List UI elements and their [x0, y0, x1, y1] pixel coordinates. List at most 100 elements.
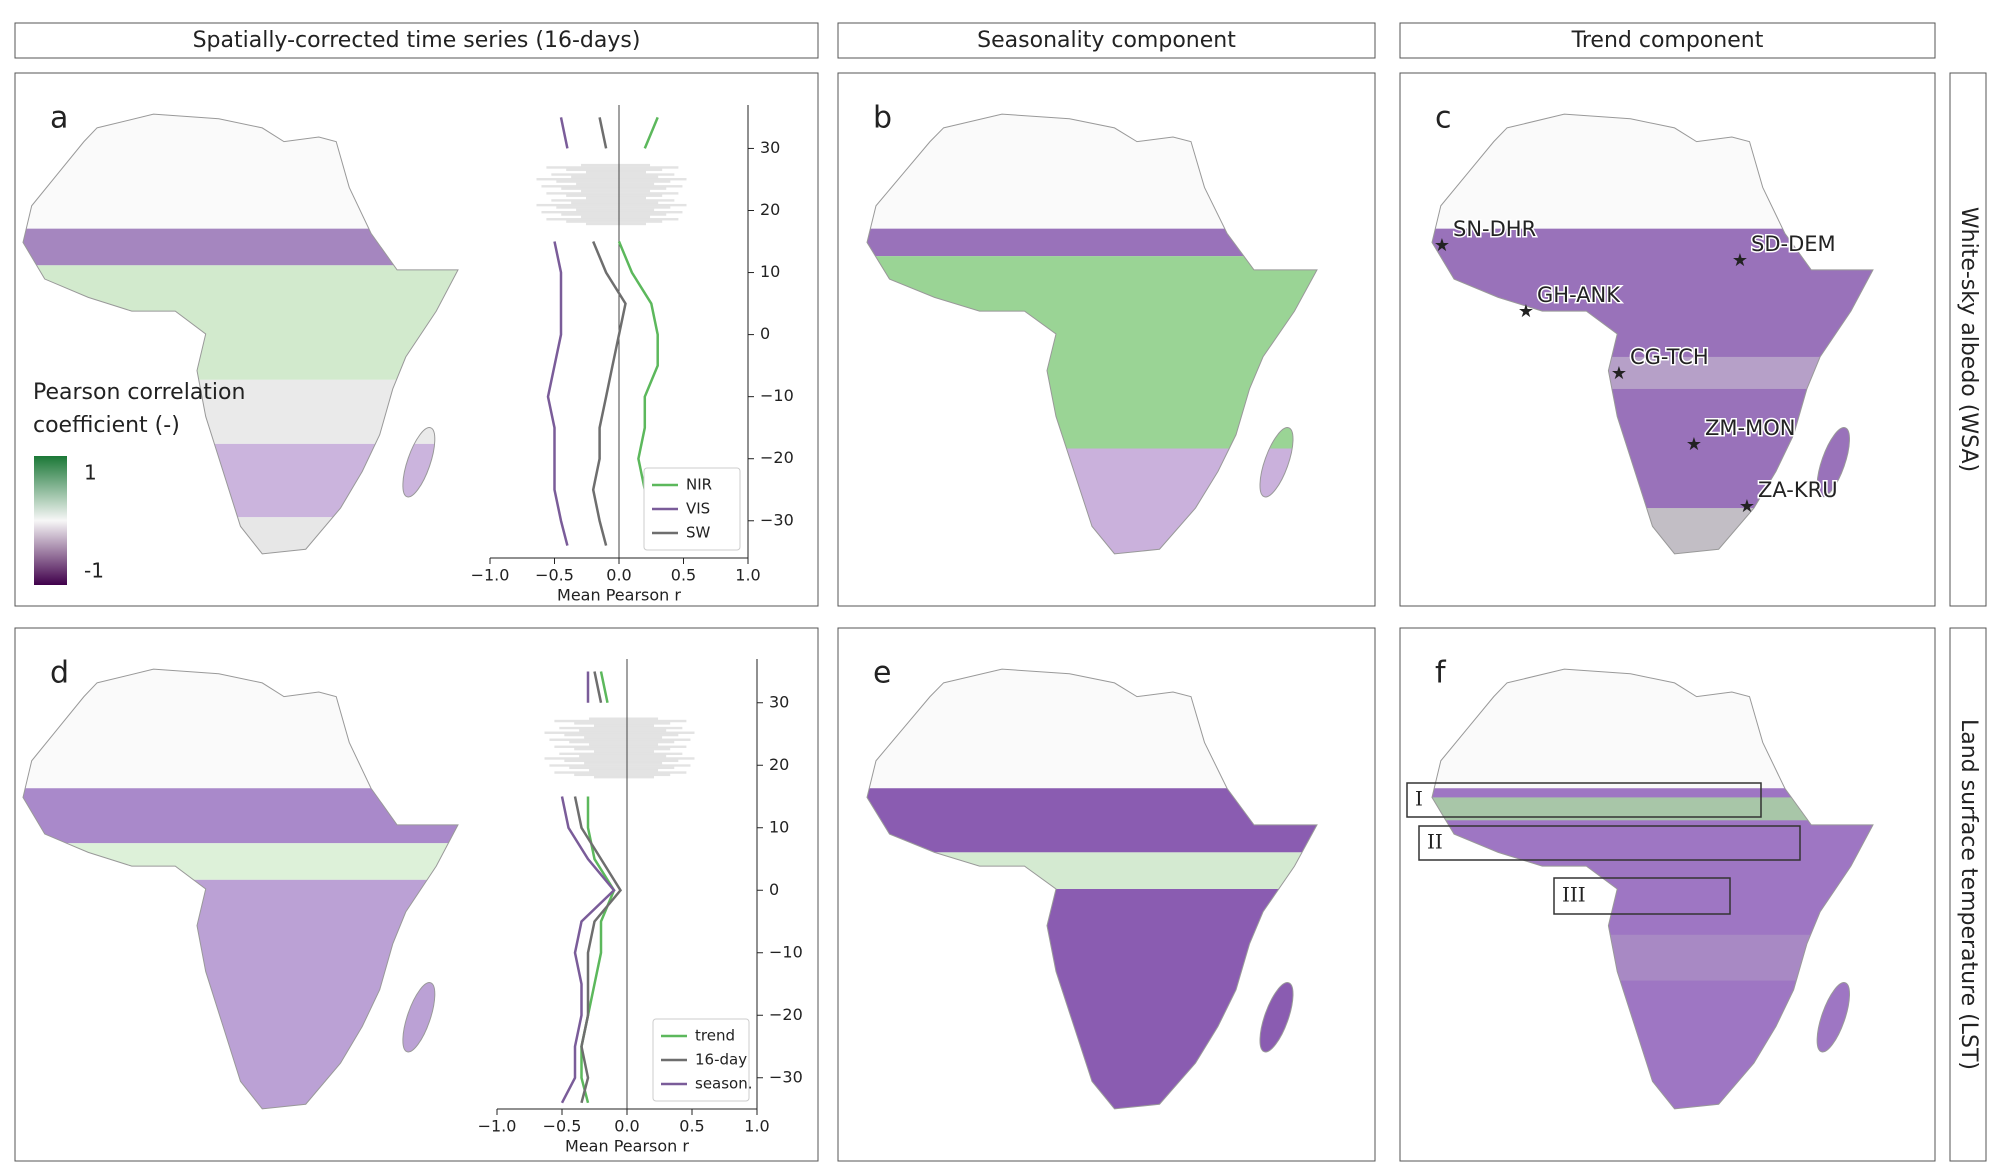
site-marker: ★ — [1686, 434, 1702, 455]
x-axis-label: Mean Pearson r — [565, 1137, 689, 1156]
legend-label: SW — [686, 524, 711, 542]
y-tick-label: 0 — [760, 324, 770, 343]
x-tick-label: 0.5 — [671, 566, 696, 585]
panel-letter: c — [1435, 101, 1452, 136]
site-marker: ★ — [1732, 250, 1748, 271]
column-header: Spatially-corrected time series (16-days… — [193, 28, 641, 53]
desert-noise — [564, 759, 679, 763]
desert-noise — [549, 764, 691, 767]
colorbar-tick-label: -1 — [84, 559, 104, 583]
x-axis-label: Mean Pearson r — [557, 586, 681, 605]
desert-noise — [571, 201, 659, 204]
desert-noise — [554, 745, 687, 748]
colorbar-title: coefficient (-) — [33, 413, 180, 438]
map-band — [1432, 797, 1873, 821]
desert-noise — [566, 220, 663, 223]
desert-noise — [544, 731, 695, 734]
region-box — [1406, 782, 1762, 818]
site-label: GH-ANK — [1537, 283, 1621, 307]
desert-noise — [581, 163, 651, 167]
desert-noise — [566, 194, 663, 197]
desert-noise — [586, 170, 646, 174]
panel-letter: f — [1435, 656, 1447, 691]
desert-noise — [546, 218, 679, 221]
desert-noise — [581, 189, 651, 193]
row-label: White-sky albedo (WSA) — [1956, 207, 1981, 472]
y-tick-label: 30 — [769, 692, 789, 711]
map-outline — [867, 669, 1317, 1109]
desert-noise — [546, 166, 679, 169]
colorbar-title: Pearson correlation — [33, 380, 245, 405]
site-label: SD-DEM — [1751, 232, 1836, 256]
site-label: ZA-KRU — [1758, 478, 1838, 502]
site-marker: ★ — [1434, 235, 1450, 256]
x-tick-label: −0.5 — [543, 1117, 582, 1136]
legend-label: season. — [695, 1075, 753, 1093]
desert-noise — [574, 747, 671, 751]
map-outline — [1253, 979, 1300, 1056]
desert-noise — [576, 182, 655, 186]
desert-noise — [556, 206, 671, 209]
desert-noise — [594, 724, 654, 727]
desert-noise — [546, 192, 679, 195]
series-line — [560, 671, 616, 1104]
map-outline — [23, 669, 458, 1109]
site-marker: ★ — [1739, 496, 1755, 517]
site-marker: ★ — [1518, 301, 1534, 322]
region-label: III — [1562, 883, 1586, 907]
site-marker: ★ — [1611, 363, 1627, 384]
desert-noise — [571, 175, 659, 179]
region-box — [1418, 825, 1801, 861]
desert-noise — [576, 208, 655, 212]
legend-box — [643, 467, 741, 551]
map-outline — [1810, 424, 1856, 501]
colorbar — [34, 456, 67, 585]
region-box — [1553, 877, 1731, 915]
desert-noise — [561, 213, 667, 216]
series-line — [546, 117, 569, 546]
desert-noise — [586, 222, 646, 226]
desert-noise — [541, 185, 683, 188]
desert-noise — [579, 729, 667, 732]
header-box — [1399, 22, 1936, 59]
x-tick-label: −0.5 — [535, 566, 574, 585]
desert-noise — [566, 168, 663, 172]
panel-letter: e — [873, 656, 891, 691]
desert-noise — [559, 752, 683, 755]
site-label: CG-TCH — [1630, 345, 1709, 369]
desert-noise — [551, 173, 675, 176]
y-tick-label: −10 — [760, 386, 794, 405]
x-tick-label: −1.0 — [471, 566, 510, 585]
desert-noise — [584, 736, 663, 739]
y-tick-label: 20 — [760, 200, 780, 219]
column-header: Seasonality component — [977, 28, 1236, 53]
desert-noise — [554, 719, 687, 723]
y-tick-label: 30 — [760, 138, 780, 157]
map-outline — [1810, 979, 1856, 1056]
legend-label: trend — [695, 1027, 735, 1045]
map-outline — [867, 114, 1317, 554]
panel-letter: a — [50, 101, 68, 136]
desert-noise — [536, 178, 687, 181]
site-label: ZM-MON — [1705, 416, 1795, 440]
desert-noise — [554, 771, 687, 774]
desert-noise — [544, 757, 695, 760]
y-tick-label: −30 — [769, 1067, 803, 1086]
y-tick-label: −30 — [760, 510, 794, 529]
y-tick-label: 0 — [769, 880, 779, 899]
desert-noise — [551, 199, 675, 202]
x-tick-label: 0.5 — [679, 1117, 704, 1136]
legend-label: NIR — [686, 476, 712, 494]
column-header: Trend component — [1571, 28, 1764, 53]
y-tick-label: −20 — [769, 1005, 803, 1024]
desert-noise — [579, 754, 667, 758]
x-tick-label: 1.0 — [744, 1117, 769, 1136]
site-label: SN-DHR — [1453, 217, 1536, 241]
y-tick-label: 10 — [760, 262, 780, 281]
desert-noise — [586, 196, 646, 200]
x-tick-label: 0.0 — [614, 1117, 639, 1136]
desert-noise — [556, 180, 671, 183]
y-tick-label: 20 — [769, 755, 789, 774]
series-line — [591, 117, 627, 546]
